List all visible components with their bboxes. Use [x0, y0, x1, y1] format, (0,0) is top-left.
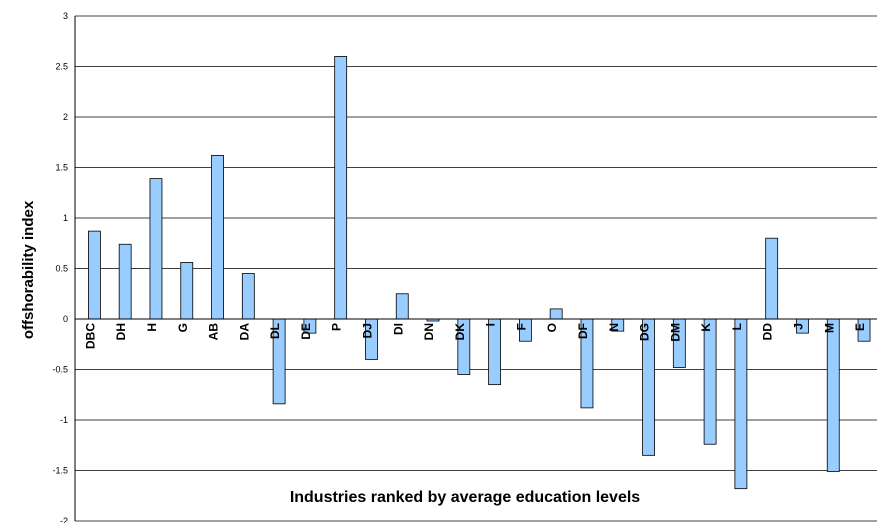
category-label: DK [453, 323, 467, 341]
y-tick-label: -0.5 [52, 365, 68, 375]
y-tick-label: 3 [63, 11, 68, 21]
bar [241, 273, 255, 320]
category-labels: DBC DH H G AB DA DL DE P DJ DI DN DK I F O DF N DG DM K L DD J M… [83, 323, 867, 349]
bar [180, 262, 194, 320]
category-label: DJ [360, 323, 374, 338]
category-label: G [176, 323, 190, 332]
bar [118, 243, 132, 320]
y-tick-label: -2 [60, 516, 68, 523]
category-label: M [822, 323, 836, 333]
bar [549, 308, 563, 320]
category-label: I [484, 323, 498, 326]
gridlines [75, 15, 877, 522]
category-label: DG [638, 323, 652, 341]
bar [149, 178, 163, 320]
category-label: L [730, 323, 744, 330]
category-label: DA [237, 323, 251, 341]
bar [395, 293, 409, 320]
category-label: N [607, 323, 621, 332]
category-label: DN [422, 323, 436, 340]
bar [765, 237, 779, 320]
category-label: K [699, 323, 713, 332]
category-label: H [145, 323, 159, 332]
x-axis-title: Industries ranked by average education l… [290, 489, 640, 506]
category-label: DE [299, 323, 313, 340]
category-label: DF [576, 323, 590, 339]
y-tick-label: 2.5 [55, 62, 68, 72]
category-label: DD [761, 323, 775, 341]
y-tick-label: 1.5 [55, 163, 68, 173]
category-label: DBC [83, 323, 97, 349]
bar [734, 318, 748, 490]
category-label: F [514, 323, 528, 330]
category-label: P [330, 323, 344, 331]
y-tick-label: 2 [63, 112, 68, 122]
bar [334, 56, 348, 320]
bar [826, 318, 840, 472]
y-axis-title: offshorability index [20, 200, 37, 339]
y-tick-label: 0.5 [55, 264, 68, 274]
category-label: DH [114, 323, 128, 340]
bar [703, 318, 717, 445]
category-label: DM [668, 323, 682, 342]
y-tick-label: -1 [60, 415, 68, 425]
category-label: DI [391, 323, 405, 335]
category-label: AB [207, 323, 221, 341]
bars [87, 56, 871, 490]
bar [488, 318, 502, 386]
category-label: O [545, 323, 559, 332]
y-tick-label: 1 [63, 213, 68, 223]
y-tick-label: 0 [63, 314, 68, 324]
y-tick-labels: 3 2.5 2 1.5 1 0.5 0 -0.5 -1 -1.5 -2 [52, 11, 68, 523]
category-label: DL [268, 323, 282, 339]
bar [211, 154, 224, 320]
y-tick-label: -1.5 [52, 466, 68, 476]
bar [87, 230, 101, 320]
category-label: E [853, 323, 867, 331]
category-label: J [791, 323, 805, 330]
